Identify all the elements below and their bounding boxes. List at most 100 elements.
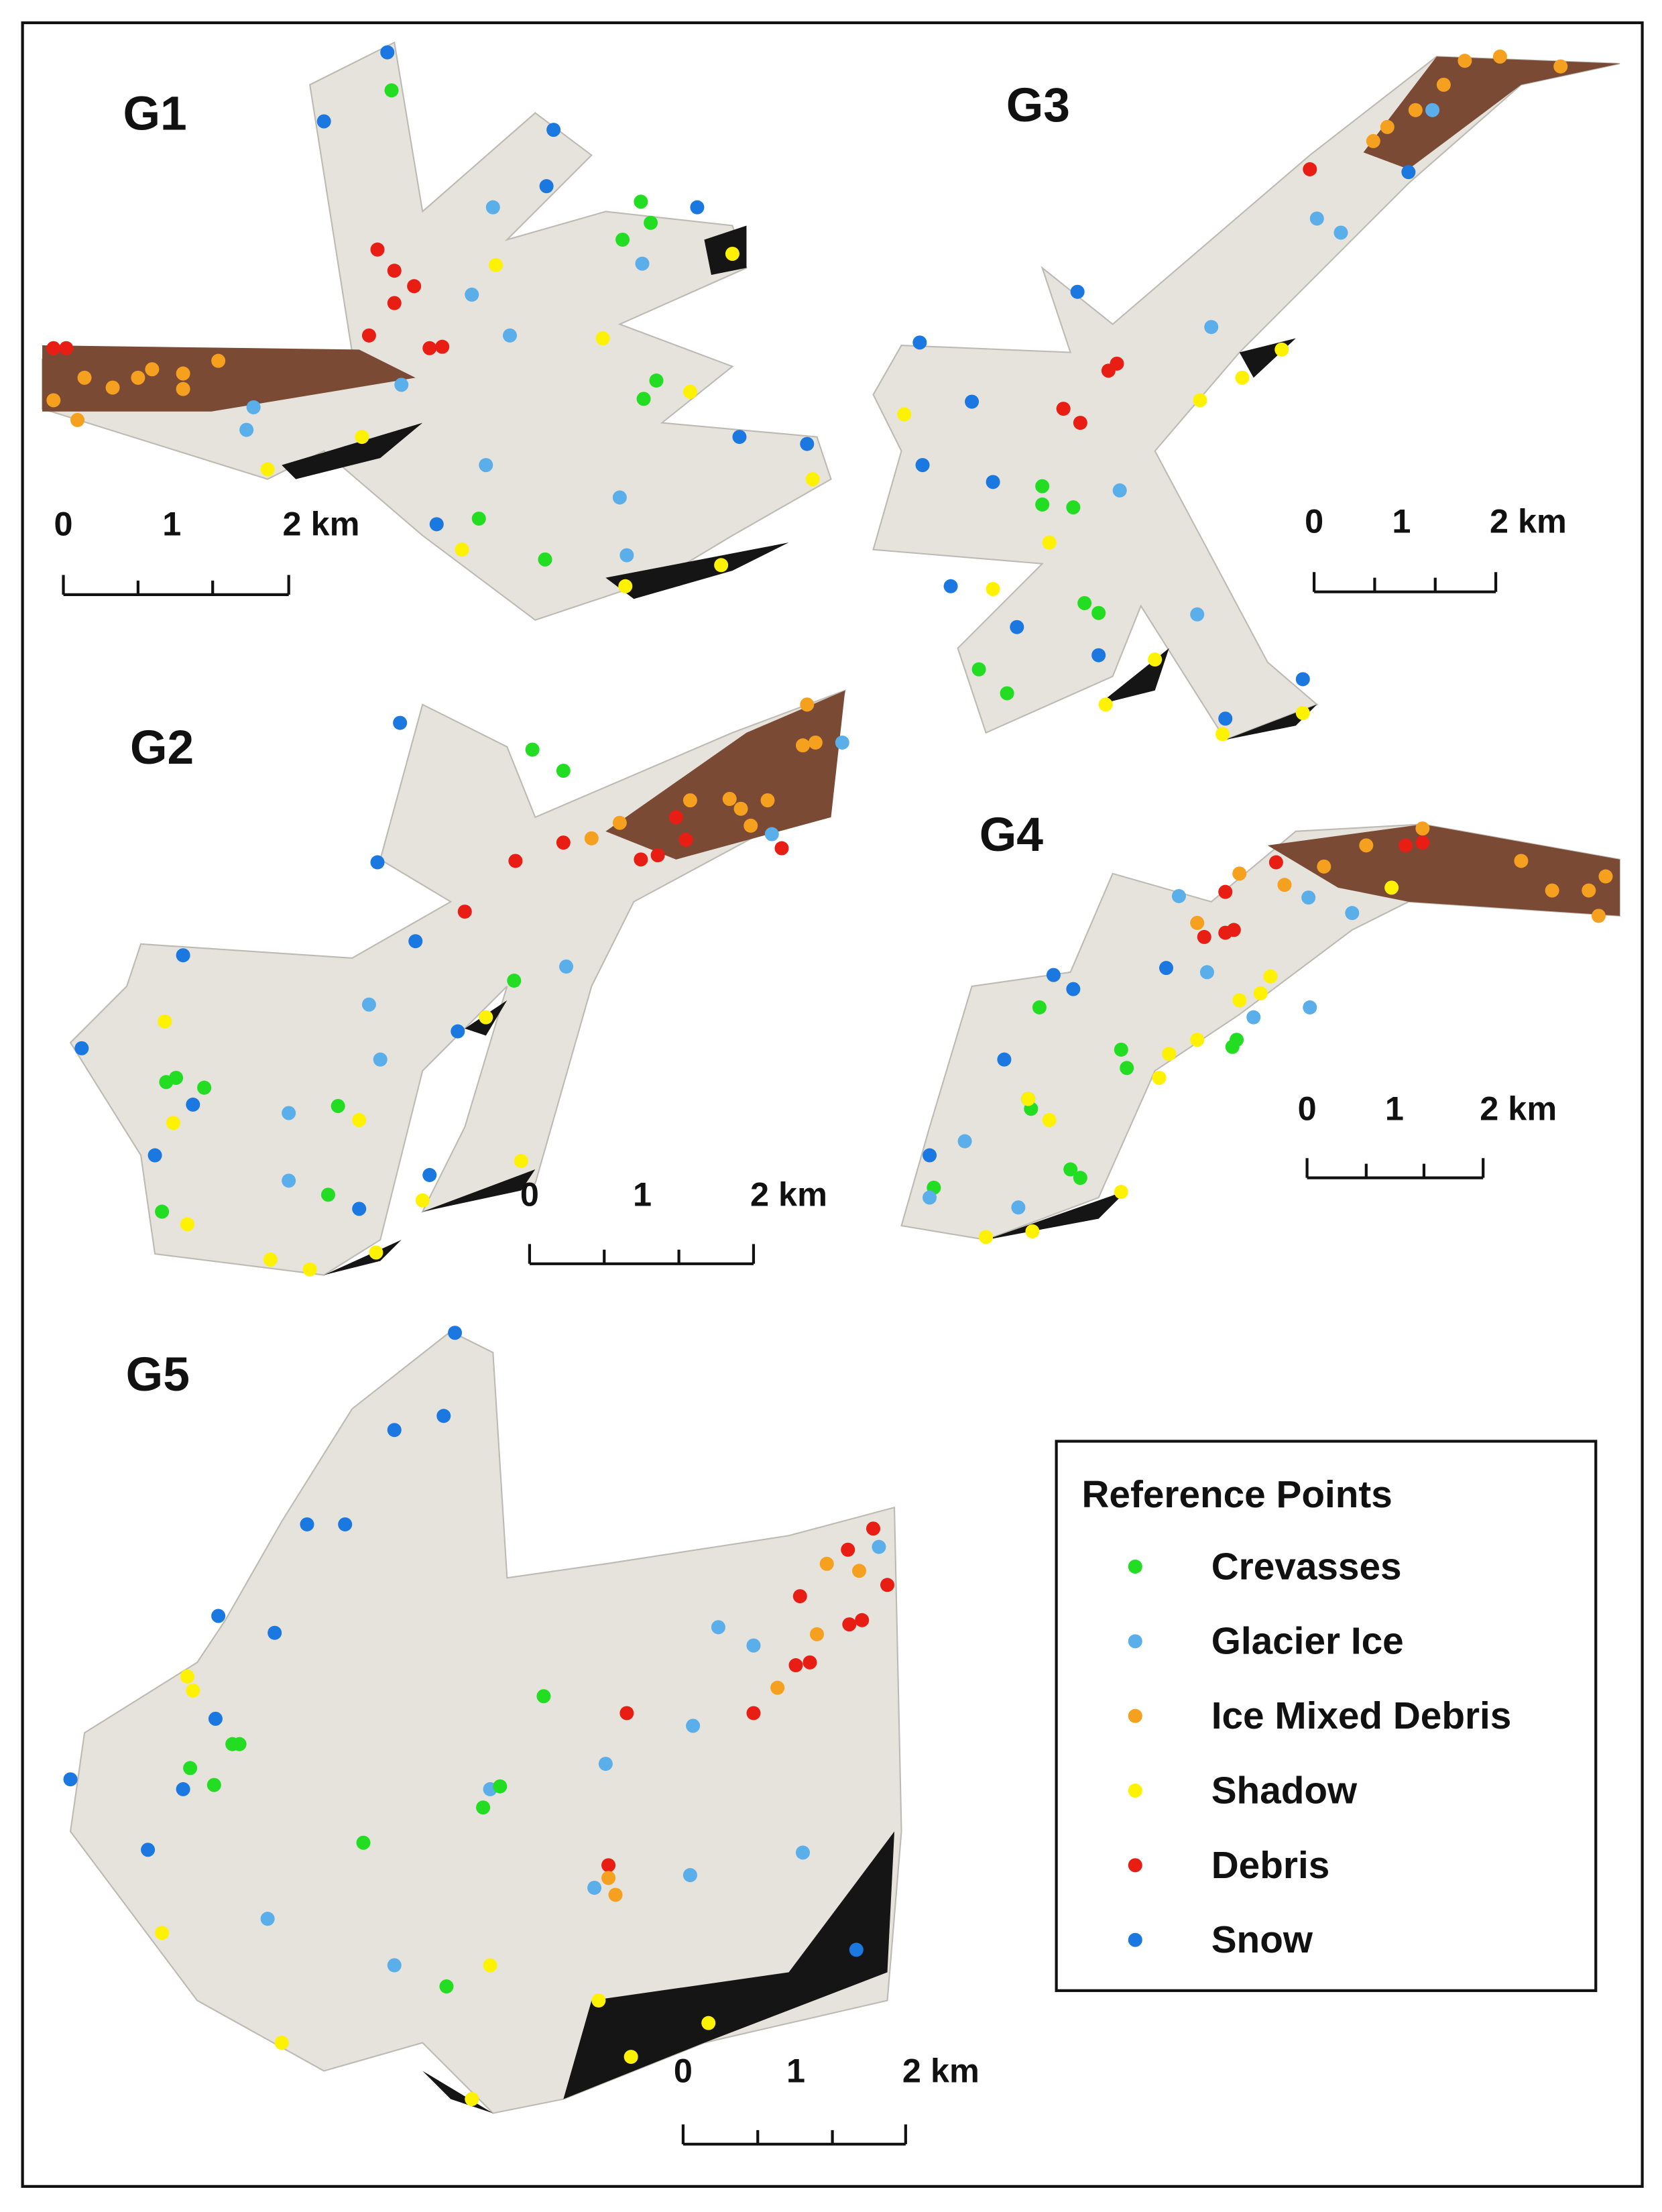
reference-point: [186, 1683, 200, 1698]
reference-point: [1295, 672, 1310, 687]
reference-point: [1199, 965, 1214, 980]
reference-point: [457, 905, 472, 919]
reference-point: [183, 1761, 198, 1776]
reference-point: [1190, 915, 1205, 930]
reference-point: [1415, 821, 1430, 836]
reference-point: [1148, 652, 1163, 667]
reference-point: [1492, 49, 1507, 64]
reference-point: [1042, 535, 1057, 550]
reference-point: [1046, 968, 1061, 982]
reference-point: [1101, 363, 1116, 378]
reference-point: [852, 1564, 867, 1578]
reference-point: [508, 854, 523, 868]
reference-point: [1120, 1061, 1134, 1075]
glacier-g3: [872, 56, 1620, 741]
reference-point: [1436, 77, 1451, 92]
reference-point: [722, 792, 737, 807]
reference-point: [176, 382, 190, 396]
reference-point: [612, 815, 627, 830]
reference-point: [493, 1779, 508, 1794]
reference-point: [634, 194, 648, 209]
reference-point: [732, 430, 747, 445]
reference-point: [682, 793, 697, 808]
reference-point: [650, 848, 665, 863]
reference-point: [923, 1148, 937, 1163]
reference-point: [70, 412, 85, 427]
panel-label: G3: [1006, 78, 1070, 132]
reference-point: [1091, 605, 1106, 620]
scale-label: 2 km: [283, 505, 360, 543]
reference-point: [356, 1835, 371, 1850]
reference-point: [471, 511, 486, 526]
reference-point: [1035, 497, 1050, 512]
reference-point: [644, 215, 658, 230]
reference-point: [1384, 880, 1399, 895]
reference-point: [370, 242, 385, 257]
reference-point: [800, 436, 815, 451]
reference-point: [923, 1190, 937, 1205]
reference-point: [1458, 54, 1472, 68]
reference-point: [1317, 859, 1331, 874]
reference-point: [387, 264, 402, 278]
reference-point: [1345, 906, 1360, 921]
reference-point: [1274, 342, 1289, 357]
legend-title: Reference Points: [1081, 1474, 1392, 1516]
reference-point: [373, 1052, 388, 1067]
scale-label: 1: [1385, 1090, 1404, 1128]
reference-point: [618, 579, 633, 593]
reference-point: [1380, 119, 1394, 134]
reference-point: [1010, 620, 1024, 634]
scale-label: 2 km: [750, 1175, 827, 1214]
reference-point: [1063, 1162, 1078, 1177]
reference-point: [63, 1772, 78, 1787]
glacier-g5: [69, 1330, 902, 2114]
reference-point: [841, 1542, 855, 1557]
reference-point: [465, 287, 479, 302]
reference-point: [488, 257, 503, 272]
reference-point: [435, 339, 450, 354]
reference-point: [1056, 402, 1071, 416]
reference-point: [380, 45, 395, 60]
scale-bar: [681, 2124, 907, 2146]
reference-point: [1152, 1070, 1167, 1085]
reference-point: [803, 1655, 817, 1670]
reference-point: [176, 366, 190, 381]
reference-point: [274, 2036, 289, 2050]
scale-label: 0: [1305, 502, 1323, 540]
legend-label: Ice Mixed Debris: [1211, 1695, 1512, 1737]
legend-marker: [1128, 1858, 1142, 1873]
legend-marker: [1128, 1708, 1142, 1723]
reference-point: [197, 1080, 212, 1095]
reference-point: [584, 831, 599, 846]
reference-point: [355, 430, 369, 445]
reference-point: [986, 581, 1000, 596]
reference-point: [690, 200, 705, 215]
reference-point: [1000, 686, 1014, 701]
reference-point: [1042, 1113, 1057, 1128]
legend-label: Shadow: [1211, 1769, 1358, 1812]
reference-point: [595, 331, 610, 346]
reference-point: [636, 392, 651, 406]
reference-point: [795, 1845, 810, 1860]
reference-point: [668, 810, 683, 825]
scale-label: 0: [1298, 1090, 1317, 1128]
reference-point: [1077, 595, 1092, 611]
reference-point: [1193, 393, 1207, 408]
reference-point: [556, 835, 571, 850]
reference-point: [485, 200, 500, 215]
reference-point: [352, 1113, 367, 1128]
reference-point: [1401, 165, 1416, 180]
reference-point: [483, 1958, 497, 1973]
reference-point: [260, 1912, 275, 1926]
reference-point: [764, 827, 779, 841]
reference-point: [208, 1711, 223, 1726]
reference-point: [320, 1187, 336, 1202]
reference-point: [77, 370, 92, 385]
reference-point: [1112, 483, 1127, 498]
reference-point: [141, 1843, 156, 1857]
legend-marker: [1128, 1932, 1142, 1947]
reference-point: [624, 2050, 638, 2064]
reference-point: [634, 852, 648, 867]
reference-point: [800, 697, 815, 712]
scale-label: 0: [54, 505, 73, 543]
